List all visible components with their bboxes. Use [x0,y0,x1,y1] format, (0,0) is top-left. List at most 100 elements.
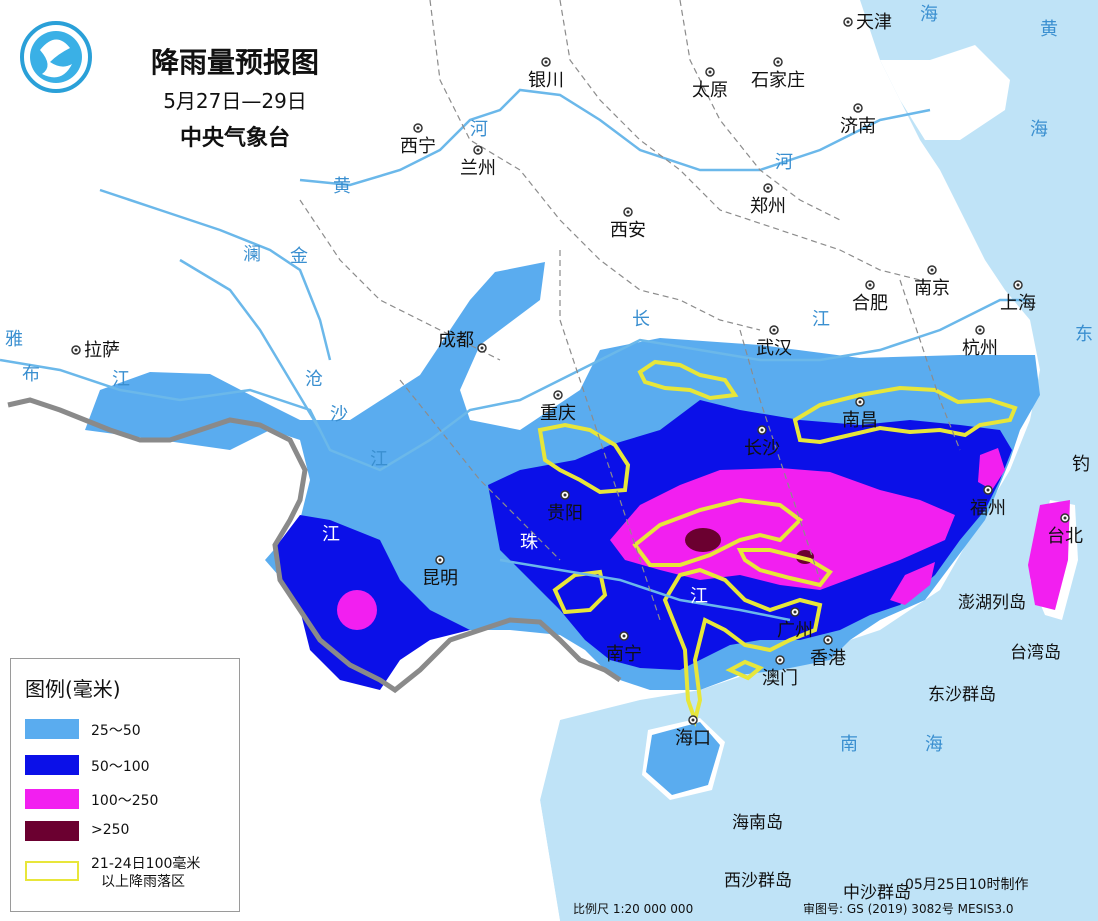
border-f [739,329,821,581]
city-marker: 杭州 [962,325,998,359]
city-dot-center [793,610,797,614]
city-marker: 上海 [1000,280,1036,314]
legend-label-100-250: 100～250 [91,793,159,809]
border-e [559,250,661,621]
city-marker: 银川 [528,57,564,91]
label-sea-nan: 南 [840,734,858,755]
city-marker: 西安 [610,207,646,241]
city-marker: 长沙 [744,425,780,459]
city-name: 石家庄 [751,70,805,91]
city-dot-center [856,106,860,110]
city-name: 台北 [1047,526,1083,547]
city-name: 昆明 [422,568,458,589]
city-name: 银川 [528,70,564,91]
label-sea-huang: 黄 [1040,19,1058,40]
label-ya: 雅 [5,329,23,350]
city-name: 上海 [1000,293,1036,314]
border-b [559,0,921,281]
city-dot-center [1016,283,1020,287]
label-sea-hai3: 海 [925,734,943,755]
city-dot-center [826,638,830,642]
outline-guangxi-center [632,497,804,567]
rain-zone-100-250-se [890,562,935,605]
city-dot-center [1063,516,1067,520]
label-he1: 河 [470,119,488,140]
outline-guangxi-w [552,569,608,615]
rain-zone-hainan [646,722,720,795]
city-name: 广州 [777,620,813,641]
city-dot-center [776,60,780,64]
city-dot-center [760,428,764,432]
city-dot-center [74,348,78,352]
label-dongsha: 东沙群岛 [928,685,996,705]
label-changjiang-jiang: 江 [812,309,830,330]
city-dot-center [846,20,850,24]
city-name: 天津 [856,12,892,33]
label-jiang-y: 江 [322,524,340,545]
city-name: 合肥 [852,293,888,314]
city-name: 南京 [914,278,950,299]
city-marker: 香港 [810,635,846,669]
city-marker: 福州 [970,485,1006,519]
city-name: 南宁 [606,644,642,665]
map-issuer: 中央气象台 [180,125,290,151]
label-xisha: 西沙群岛 [724,871,792,891]
label-cang: 沧 [305,369,323,390]
city-dot-center [858,400,862,404]
outline-guangxi-e [736,548,833,588]
city-marker: 石家庄 [751,57,805,91]
city-name: 贵阳 [547,503,583,524]
land-shandong [880,45,1010,140]
city-marker: 重庆 [540,390,576,424]
geo-labels: 黄 河 河 澜 金 沧 沙 江 布 江 长 江 珠 江 江 雅 海 黄 海 东 … [5,4,1093,755]
city-marker: 广州 [777,607,813,641]
city-dot-center [708,70,712,74]
label-chang: 长 [632,309,650,330]
legend-label-prev-line2: 以上降雨落区 [101,874,185,890]
label-sea-hai1: 海 [920,4,938,25]
legend-label-250: >250 [91,822,130,838]
city-dot-center [766,186,770,190]
sea-area [540,0,1098,921]
city-name: 太原 [692,80,728,101]
border-c [679,0,841,221]
map-scale: 比例尺 1:20 000 000 [573,902,694,916]
city-marker: 昆明 [422,555,458,589]
outline-jiangxi [792,385,1018,445]
city-dot-center [691,718,695,722]
label-taiwan: 台湾岛 [1010,643,1061,663]
prev-rain-outlines [537,359,1018,727]
label-penghu: 澎湖列岛 [958,593,1026,613]
city-name: 兰州 [460,158,496,179]
legend-label-25-50: 25～50 [91,723,141,739]
city-marker: 天津 [843,12,892,33]
label-jiang-s: 江 [690,586,708,607]
city-name: 西宁 [400,136,436,157]
city-name: 重庆 [540,403,576,424]
city-name: 南昌 [842,410,878,431]
city-marker: 武汉 [756,325,792,359]
city-name: 济南 [840,116,876,137]
label-zhongsha: 中沙群岛 [843,883,911,903]
legend-swatch-25-50 [25,719,79,739]
label-sha: 沙 [330,404,348,425]
legend-label-prev-line1: 21-24日100毫米 [91,856,201,872]
rain-zone-250-a [685,528,721,552]
city-marker: 兰州 [460,145,496,179]
label-sea-hai2: 海 [1030,119,1048,140]
label-sea-diao: 钓 [1072,454,1090,475]
city-marker: 拉萨 [71,340,120,361]
label-lan: 澜 [243,244,261,265]
city-dot-center [986,488,990,492]
border-d [299,199,501,361]
city-dot-center [563,493,567,497]
city-dot-center [438,558,442,562]
label-he2: 河 [775,152,793,173]
city-dot-center [556,393,560,397]
city-dot-center [626,210,630,214]
city-marker: 南京 [914,265,950,299]
city-name: 西安 [610,220,646,241]
city-dot-center [930,268,934,272]
label-bu: 布 [22,364,40,385]
label-hainan: 海南岛 [732,813,783,833]
